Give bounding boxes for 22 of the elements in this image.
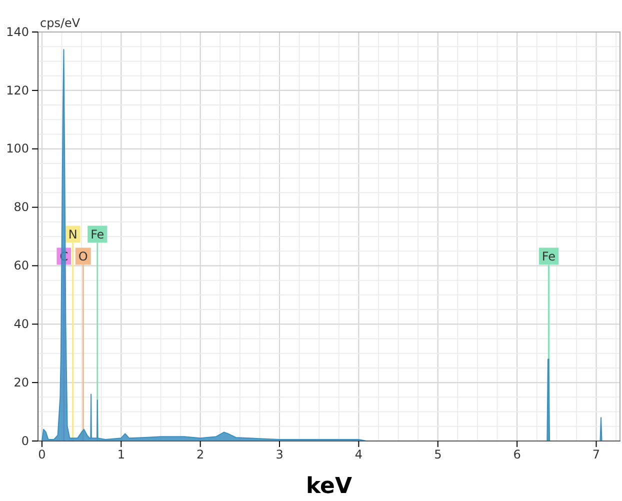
x-tick-label: 7 (592, 448, 600, 462)
x-tick-label: 4 (354, 448, 363, 462)
x-tick-label: 6 (513, 448, 521, 462)
y-tick-label: 120 (6, 83, 29, 98)
x-tick-label: 0 (38, 448, 46, 462)
y-tick-label: 40 (14, 316, 29, 331)
y-tick-label: 0 (21, 434, 29, 448)
x-tick-label: 5 (434, 448, 442, 462)
y-axis-title: cps/eV (40, 16, 81, 30)
y-tick-label: 80 (14, 200, 29, 214)
y-tick-label: 100 (6, 142, 29, 156)
ref-line-label: O (78, 250, 88, 264)
ref-line-label: Fe (90, 228, 104, 242)
x-tick-label: 2 (196, 448, 204, 462)
ref-line-label: N (68, 228, 78, 242)
y-tick-label: 140 (6, 24, 29, 39)
x-tick-label: 1 (117, 448, 125, 462)
y-tick-label: 60 (14, 258, 29, 273)
x-axis-title: keV (306, 474, 352, 499)
ref-line-label: Fe (542, 250, 556, 264)
y-tick-label: 20 (14, 375, 29, 390)
x-tick-label: 3 (276, 448, 284, 462)
